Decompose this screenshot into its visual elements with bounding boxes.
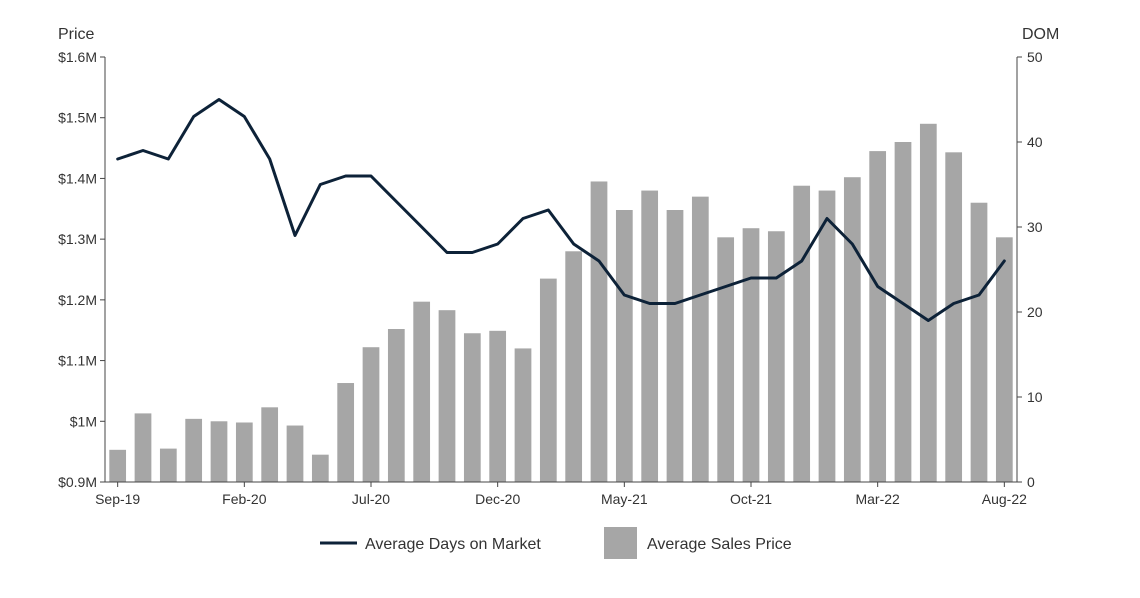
bar-nov-21: [767, 231, 785, 482]
x-tick-label-may-21: May-21: [601, 491, 648, 507]
right-tick-label: 10: [1027, 389, 1043, 405]
right-axis-ticks: 0 10 20 30 40 50: [1017, 49, 1043, 490]
bar-mar-22: [869, 151, 887, 482]
x-tick-label-mar-22: Mar-22: [855, 491, 900, 507]
bar-mar-20: [261, 407, 279, 482]
left-tick-label: $1.6M: [58, 49, 97, 65]
bar-aug-20: [387, 329, 405, 482]
legend-square-swatch: [604, 527, 637, 559]
left-tick-label: $1.1M: [58, 353, 97, 369]
bar-sep-19: [109, 449, 127, 482]
left-tick-label: $1M: [70, 413, 97, 429]
left-tick-label: $1.2M: [58, 292, 97, 308]
bar-dec-20: [489, 330, 507, 482]
bar-oct-21: [742, 228, 760, 482]
bar-jun-22: [945, 152, 963, 483]
x-tick-label-aug-22: Aug-22: [982, 491, 1027, 507]
x-tick-label-sep-19: Sep-19: [95, 491, 140, 507]
bar-series-average-sales-price: [109, 123, 1013, 483]
bar-may-20: [311, 454, 329, 482]
x-tick-label-oct-21: Oct-21: [730, 491, 772, 507]
bar-jan-20: [210, 421, 228, 482]
left-tick-label: $1.3M: [58, 231, 97, 247]
left-tick-label: $1.5M: [58, 110, 97, 126]
bar-feb-22: [843, 177, 861, 482]
bar-oct-20: [438, 310, 456, 482]
right-tick-label: 40: [1027, 134, 1043, 150]
bar-apr-21: [590, 181, 608, 482]
left-axis-ticks: $0.9M $1M $1.1M $1.2M $1.3M $1.4M $1.5M $1.6M: [58, 49, 105, 490]
bar-sep-21: [717, 237, 735, 482]
right-tick-label: 30: [1027, 219, 1043, 235]
x-tick-label-dec-20: Dec-20: [475, 491, 520, 507]
legend-label-sales-price: Average Sales Price: [647, 536, 792, 553]
x-tick-label-feb-20: Feb-20: [222, 491, 267, 507]
right-axis-title: DOM: [1022, 26, 1059, 43]
bar-jan-21: [514, 348, 532, 482]
bar-may-22: [919, 123, 937, 483]
right-tick-label: 20: [1027, 304, 1043, 320]
bar-apr-20: [286, 425, 304, 482]
left-tick-label: $0.9M: [58, 474, 97, 490]
bar-feb-20: [235, 422, 253, 482]
legend-label-days-on-market: Average Days on Market: [365, 536, 541, 553]
bar-aug-22: [995, 237, 1013, 482]
left-axis-title: Price: [58, 26, 95, 43]
bar-feb-21: [539, 278, 557, 482]
line-days-on-market: [116, 98, 1006, 322]
bar-dec-19: [185, 418, 203, 482]
bar-aug-21: [691, 196, 709, 482]
bar-jun-20: [337, 383, 355, 482]
left-tick-label: $1.4M: [58, 170, 97, 186]
x-axis-ticks: Sep-19 Feb-20 Jul-20 Dec-20 May-21 Oct-21 Mar-…: [95, 482, 1027, 507]
bar-may-21: [615, 210, 633, 482]
bar-jul-20: [362, 347, 380, 482]
bar-oct-19: [134, 413, 152, 482]
line-series-average-days-on-market: [116, 98, 1006, 322]
right-tick-label: 0: [1027, 474, 1035, 490]
bar-apr-22: [894, 142, 912, 482]
bar-mar-21: [565, 251, 583, 482]
bar-jan-22: [818, 190, 836, 483]
bar-jul-22: [970, 202, 988, 482]
bar-nov-19: [159, 448, 177, 482]
bar-sep-20: [413, 301, 431, 482]
bar-jul-21: [666, 210, 684, 482]
bar-jun-21: [641, 190, 659, 483]
right-tick-label: 50: [1027, 49, 1043, 65]
legend: Average Days on Market Average Sales Pric…: [320, 527, 792, 559]
bar-dec-21: [793, 185, 811, 482]
axes: [104, 57, 1018, 483]
bar-nov-20: [463, 333, 481, 482]
x-tick-label-jul-20: Jul-20: [352, 491, 390, 507]
